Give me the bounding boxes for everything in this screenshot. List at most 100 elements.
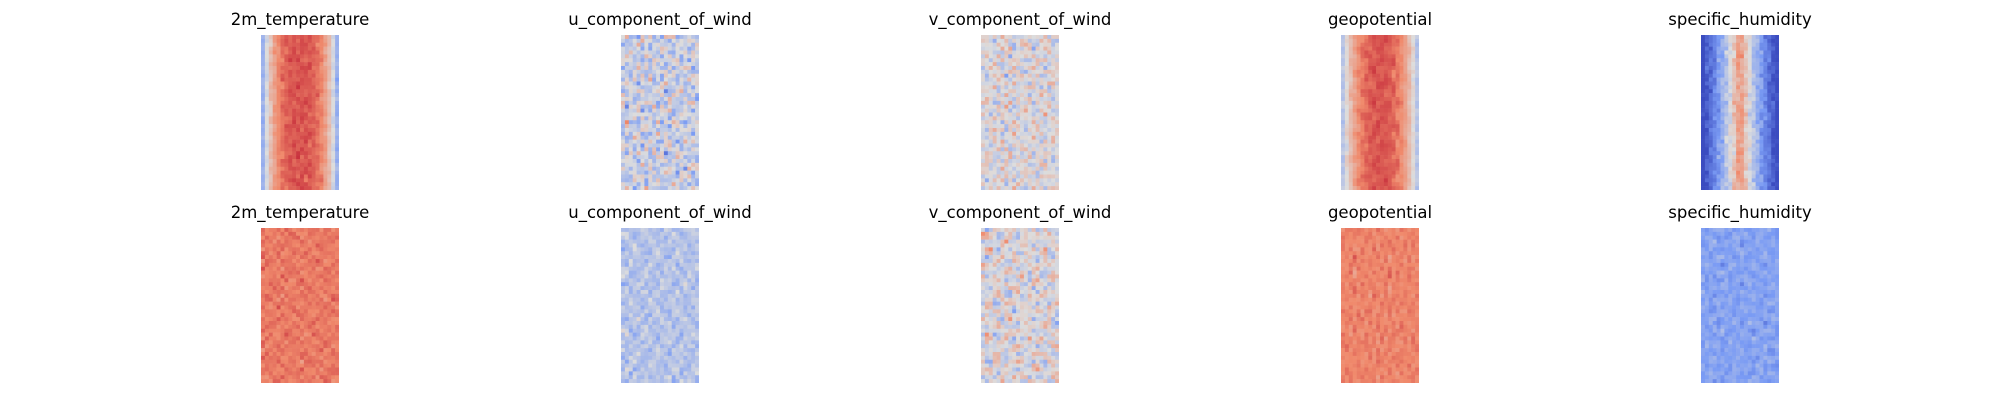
heatmap-cell bbox=[1767, 42, 1772, 47]
heatmap-cell bbox=[323, 139, 328, 144]
heatmap-cell bbox=[621, 85, 626, 90]
heatmap-cell bbox=[331, 124, 336, 129]
heatmap-cell bbox=[292, 293, 297, 299]
heatmap-cell bbox=[1012, 93, 1017, 98]
heatmap-cell bbox=[1016, 85, 1021, 90]
heatmap-cell bbox=[1376, 143, 1381, 148]
heatmap-cell bbox=[1415, 42, 1419, 47]
heatmap-cell bbox=[1020, 131, 1025, 137]
heatmap-cell bbox=[1352, 182, 1357, 187]
heatmap-cell bbox=[307, 363, 312, 368]
heatmap-cell bbox=[1755, 89, 1760, 94]
heatmap-cell bbox=[691, 251, 696, 256]
heatmap-cell bbox=[1751, 170, 1756, 175]
heatmap-cell bbox=[996, 73, 1001, 78]
heatmap-cell bbox=[261, 340, 266, 345]
heatmap-cell bbox=[303, 278, 309, 283]
heatmap-cell bbox=[691, 89, 696, 94]
heatmap-cell bbox=[1341, 104, 1346, 109]
heatmap-cell bbox=[671, 251, 676, 256]
heatmap-cell bbox=[1352, 155, 1357, 160]
heatmap-cell bbox=[272, 170, 277, 175]
heatmap-cell bbox=[1383, 77, 1389, 82]
heatmap-cell bbox=[1743, 131, 1749, 137]
heatmap-cell bbox=[652, 42, 657, 47]
heatmap-cell bbox=[1020, 155, 1025, 160]
heatmap-cell bbox=[1767, 38, 1772, 44]
heatmap-cell bbox=[663, 247, 669, 252]
heatmap-cell bbox=[1051, 182, 1056, 187]
heatmap-cell bbox=[663, 46, 669, 51]
heatmap-cell bbox=[1701, 112, 1706, 117]
heatmap-cell bbox=[1356, 104, 1361, 109]
heatmap-cell bbox=[1712, 69, 1717, 75]
heatmap-cell bbox=[1380, 38, 1385, 44]
heatmap-cell bbox=[1403, 143, 1408, 148]
heatmap-cell bbox=[1708, 162, 1713, 168]
heatmap-cell bbox=[1724, 93, 1729, 98]
heatmap-cell bbox=[1027, 69, 1032, 75]
heatmap-cell bbox=[1008, 73, 1013, 78]
heatmap-cell bbox=[1736, 155, 1741, 160]
heatmap-cell bbox=[311, 336, 316, 341]
heatmap-cell bbox=[667, 42, 672, 47]
heatmap-cell bbox=[276, 352, 281, 357]
heatmap-cell bbox=[303, 178, 309, 183]
heatmap-cell bbox=[663, 162, 669, 168]
heatmap-cell bbox=[268, 379, 273, 383]
heatmap-cell bbox=[311, 363, 316, 368]
heatmap-cell bbox=[1004, 116, 1009, 121]
heatmap-cell bbox=[288, 116, 293, 121]
heatmap-cell bbox=[1732, 159, 1737, 164]
heatmap-cell bbox=[636, 97, 641, 102]
heatmap-cell bbox=[648, 93, 653, 98]
heatmap-cell bbox=[644, 46, 649, 51]
heatmap-cell bbox=[632, 170, 637, 175]
heatmap-cell bbox=[303, 324, 309, 330]
heatmap-cell bbox=[1751, 135, 1756, 140]
heatmap-cell bbox=[1008, 120, 1013, 125]
heatmap-cell bbox=[327, 278, 332, 283]
heatmap-cell bbox=[323, 371, 328, 376]
heatmap-cell bbox=[679, 135, 684, 140]
heatmap-cell bbox=[284, 42, 289, 47]
heatmap-cell bbox=[1755, 100, 1760, 106]
heatmap-cell bbox=[1356, 46, 1361, 51]
heatmap-cell bbox=[1380, 73, 1385, 78]
heatmap-cell bbox=[687, 231, 692, 237]
heatmap-cell bbox=[1027, 50, 1032, 55]
heatmap-cell bbox=[636, 228, 641, 233]
heatmap-cell bbox=[652, 155, 657, 160]
heatmap-cell bbox=[1387, 54, 1392, 59]
heatmap-cell bbox=[1341, 93, 1346, 98]
heatmap-cell bbox=[1012, 35, 1017, 40]
heatmap-cell bbox=[307, 255, 312, 260]
heatmap-cell bbox=[1767, 159, 1772, 164]
heatmap-cell bbox=[276, 85, 281, 90]
heatmap-cell bbox=[1372, 85, 1377, 90]
heatmap-cell bbox=[315, 371, 320, 376]
heatmap-cell bbox=[276, 290, 281, 295]
heatmap-cell bbox=[992, 66, 997, 71]
heatmap-cell bbox=[981, 166, 986, 171]
heatmap-cell bbox=[327, 247, 332, 252]
heatmap-cell bbox=[1403, 155, 1408, 160]
heatmap-cell bbox=[648, 243, 653, 248]
heatmap-cell bbox=[284, 38, 289, 44]
heatmap-cell bbox=[691, 159, 696, 164]
heatmap-cell bbox=[1759, 166, 1764, 171]
heatmap-cell bbox=[261, 66, 266, 71]
heatmap-cell bbox=[1704, 186, 1710, 190]
heatmap-cell bbox=[327, 100, 332, 106]
heatmap-cell bbox=[1743, 104, 1749, 109]
heatmap-cell bbox=[1728, 58, 1733, 63]
heatmap-cell bbox=[268, 151, 273, 156]
heatmap-cell bbox=[1763, 46, 1768, 51]
heatmap-cell bbox=[261, 247, 266, 252]
heatmap-cell bbox=[671, 243, 676, 248]
heatmap-cell bbox=[1051, 58, 1056, 63]
heatmap-cell bbox=[1016, 69, 1021, 75]
heatmap-cell bbox=[1344, 120, 1350, 125]
heatmap-cell bbox=[1736, 186, 1741, 190]
heatmap-cell bbox=[1376, 104, 1381, 109]
